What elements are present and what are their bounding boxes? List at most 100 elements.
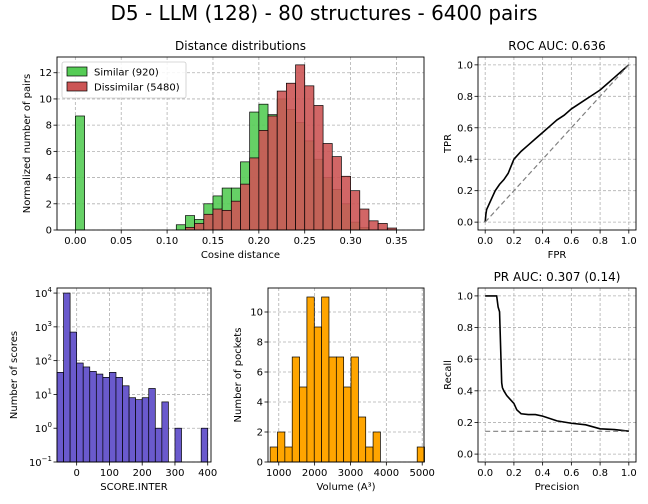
tick-label-y: 0.8: [457, 92, 473, 103]
tick-label-y: 0.6: [457, 355, 473, 366]
bar-series-2: [331, 156, 342, 231]
tick-label-y: 102: [35, 354, 52, 368]
tick-label-y: 0.4: [457, 386, 473, 397]
tick-label-y: 0: [257, 458, 263, 469]
tick-label-y: 104: [35, 286, 53, 300]
bar-series-2: [212, 208, 223, 231]
bar-series-1: [350, 356, 359, 463]
bar-series-1: [74, 115, 85, 231]
chart-panel-4: 1000 2000 3000 4000 5000 0 2 4 6 8 10 Volume (A³) Nu…: [233, 287, 435, 493]
bar-series-1: [365, 446, 374, 463]
bar-series-2: [304, 85, 315, 231]
plot-frame: [477, 56, 637, 231]
bar-series-1: [291, 356, 300, 463]
tick-label-x: 0.4: [535, 468, 551, 479]
bar-series-1: [154, 427, 163, 463]
bar-series-1: [175, 224, 186, 231]
bar-series-2: [276, 90, 287, 231]
bar-series-2: [267, 115, 278, 231]
bar-series-1: [343, 386, 352, 463]
bar-series-1: [69, 331, 78, 463]
tick-label-y: 10: [39, 94, 52, 105]
bar-series-2: [194, 223, 205, 231]
bar-series-1: [284, 446, 293, 463]
y-axis-label: TPR: [443, 134, 454, 154]
tick-label-y: 10−1: [29, 455, 52, 469]
tick-label-x: 0.6: [563, 468, 579, 479]
bar-series-1: [328, 356, 337, 463]
plot-frame: [477, 287, 637, 463]
tick-label-y: 8: [257, 338, 263, 349]
legend-box: [61, 61, 187, 99]
bar-series-2: [377, 223, 388, 231]
tick-label-x: 4000: [374, 468, 399, 479]
bar-series-1: [122, 385, 130, 463]
tick-label-y: 0.2: [457, 418, 473, 429]
tick-label-y: 1.0: [457, 291, 473, 302]
tick-label-y: 100: [35, 421, 52, 435]
tick-label-y: 6: [46, 147, 52, 158]
x-axis-label: FPR: [548, 250, 567, 261]
bar-series-2: [341, 175, 351, 231]
bar-series-2: [221, 209, 232, 231]
bar-series-2: [203, 213, 214, 231]
x-axis-label: Cosine distance: [201, 250, 280, 261]
x-axis-label: Volume (A³): [316, 482, 375, 493]
tick-label-x: 0.8: [592, 236, 608, 247]
tick-label-y: 4: [46, 173, 52, 184]
legend-swatch: [66, 81, 88, 92]
chart-panel-2: 0.0 0.2 0.4 0.6 0.8 1.0 0.0 0.2 0.4 0.6 0.8 1.0 ROC …: [443, 39, 637, 261]
bar-series-1: [148, 388, 156, 463]
bar-series-1: [358, 416, 367, 463]
tick-label-y: 6: [257, 368, 263, 379]
legend-label: Similar (920): [94, 68, 159, 79]
tick-label-x: 0.35: [385, 236, 407, 247]
bar-series-1: [115, 377, 123, 463]
bar-series-1: [372, 431, 381, 463]
tick-label-x: 0.20: [248, 236, 270, 247]
tick-label-y: 1.0: [457, 60, 473, 71]
chart-panel-5: 0.0 0.2 0.4 0.6 0.8 1.0 0.0 0.2 0.4 0.6 0.8 1.0 PR A…: [443, 270, 637, 493]
x-axis-label: SCORE.INTER: [100, 482, 168, 493]
bar-series-2: [322, 143, 333, 231]
bar-series-2: [249, 157, 260, 231]
tick-label-y: 0: [46, 226, 52, 237]
tick-label-y: 0.6: [457, 123, 473, 134]
plot-frame: [56, 287, 212, 463]
bar-series-1: [128, 397, 136, 463]
tick-label-y: 2: [257, 428, 263, 439]
tick-label-x: 400: [198, 468, 217, 479]
tick-label-x: 1.0: [621, 468, 637, 479]
bar-series-1: [299, 386, 308, 463]
tick-label-x: 0.2: [506, 468, 522, 479]
tick-label-y: 2: [46, 199, 52, 210]
tick-label-x: 0.00: [64, 236, 86, 247]
bar-series-1: [277, 431, 286, 463]
bar-series-1: [95, 373, 104, 463]
tick-label-y: 4: [257, 398, 263, 409]
bar-series-1: [56, 372, 64, 463]
bar-series-1: [335, 356, 345, 463]
tick-label-x: 3000: [338, 468, 363, 479]
y-axis-label: Number of scores: [9, 331, 20, 419]
bar-series-1: [102, 377, 110, 463]
curve-line: [484, 64, 630, 223]
tick-label-x: 1000: [266, 468, 291, 479]
curve-line: [485, 295, 629, 432]
tick-label-x: 0.15: [202, 236, 224, 247]
tick-label-y: 12: [39, 68, 52, 79]
tick-label-x: 1.0: [621, 236, 637, 247]
tick-label-y: 0.8: [457, 323, 473, 334]
bar-series-2: [286, 82, 296, 231]
tick-label-x: 0.4: [535, 236, 551, 247]
bar-series-1: [200, 427, 209, 463]
tick-label-y: 0.4: [457, 155, 473, 166]
tick-label-x: 0.25: [294, 236, 316, 247]
bar-series-1: [76, 362, 84, 463]
x-axis-label: Precision: [535, 482, 580, 493]
bar-series-1: [174, 427, 182, 463]
tick-label-y: 0.0: [457, 218, 473, 229]
tick-label-x: 100: [100, 468, 119, 479]
tick-label-x: 0.8: [592, 468, 608, 479]
